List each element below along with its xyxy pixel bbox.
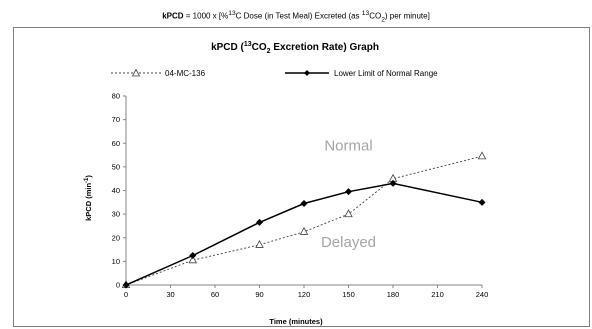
series-line-0 bbox=[125, 155, 483, 286]
y-tick-label: 40 bbox=[112, 186, 120, 195]
x-tick-label: 150 bbox=[342, 290, 355, 299]
y-tick-label: 20 bbox=[112, 233, 120, 242]
data-point-triangle bbox=[188, 255, 198, 264]
formula-text-4: ) per minute] bbox=[384, 11, 430, 21]
formula-bold: kPCD bbox=[162, 11, 184, 21]
legend-marker-triangle bbox=[131, 68, 141, 77]
chart-frame bbox=[13, 27, 590, 327]
legend-label-lower-limit: Lower Limit of Normal Range bbox=[334, 69, 438, 78]
data-point-diamond bbox=[300, 199, 308, 207]
formula-text-2: C Dose (in Test Meal) Excreted (as bbox=[235, 11, 362, 21]
y-tick-label: 60 bbox=[112, 139, 120, 148]
formula-header: kPCD = 1000 x [%13C Dose (in Test Meal) … bbox=[0, 10, 592, 23]
formula-text-3: CO bbox=[369, 11, 382, 21]
x-tick-label: 210 bbox=[431, 290, 444, 299]
formula-sup-1: 13 bbox=[228, 10, 236, 17]
data-point-diamond bbox=[345, 188, 352, 196]
x-tick-label: 180 bbox=[387, 290, 400, 299]
data-point-diamond bbox=[478, 198, 486, 206]
formula-text-1: = 1000 x [% bbox=[183, 11, 229, 21]
data-point-diamond bbox=[389, 179, 397, 187]
axes: 0 10 20 30 40 50 60 70 80 0 30 60 90 120 150 180 210 240 bbox=[112, 92, 489, 299]
legend-label-04-mc-136: 04-MC-136 bbox=[165, 69, 206, 78]
data-point-diamond bbox=[122, 281, 130, 289]
x-tick-label: 120 bbox=[298, 290, 311, 299]
y-tick-label: 30 bbox=[112, 210, 120, 219]
data-point-diamond bbox=[189, 251, 197, 259]
data-point-triangle bbox=[299, 227, 309, 235]
series-layer bbox=[121, 151, 487, 289]
y-tick-label: 70 bbox=[112, 115, 120, 124]
y-tick-label: 50 bbox=[112, 162, 120, 171]
y-tick-label: 10 bbox=[112, 257, 120, 266]
region-label-delayed: Delayed bbox=[321, 234, 376, 251]
x-tick-label: 60 bbox=[211, 290, 219, 299]
formula-sub-1: 2 bbox=[381, 16, 385, 24]
x-axis-label: Time (minutes) bbox=[269, 317, 323, 326]
data-point-triangle bbox=[255, 240, 264, 248]
data-point-diamond bbox=[256, 218, 263, 226]
y-tick-label: 0 bbox=[116, 281, 120, 290]
x-tick-label: 0 bbox=[124, 290, 128, 299]
x-tick-label: 240 bbox=[476, 290, 489, 299]
legend-marker-diamond bbox=[304, 70, 310, 76]
y-tick-label: 80 bbox=[112, 92, 120, 101]
chart-title: kPCD (13CO2 Excretion Rate) Graph bbox=[211, 41, 379, 55]
data-point-triangle bbox=[477, 151, 487, 160]
region-label-normal: Normal bbox=[324, 137, 372, 154]
legend: 04-MC-136 Lower Limit of Normal Range bbox=[111, 68, 438, 78]
annotations: Normal Delayed bbox=[321, 137, 376, 251]
formula-sup-2: 13 bbox=[361, 10, 370, 17]
y-axis-label: kPCD (min-1) bbox=[84, 175, 93, 221]
x-tick-label: 90 bbox=[255, 290, 263, 299]
x-tick-label: 30 bbox=[166, 290, 174, 299]
data-point-triangle bbox=[344, 209, 353, 218]
